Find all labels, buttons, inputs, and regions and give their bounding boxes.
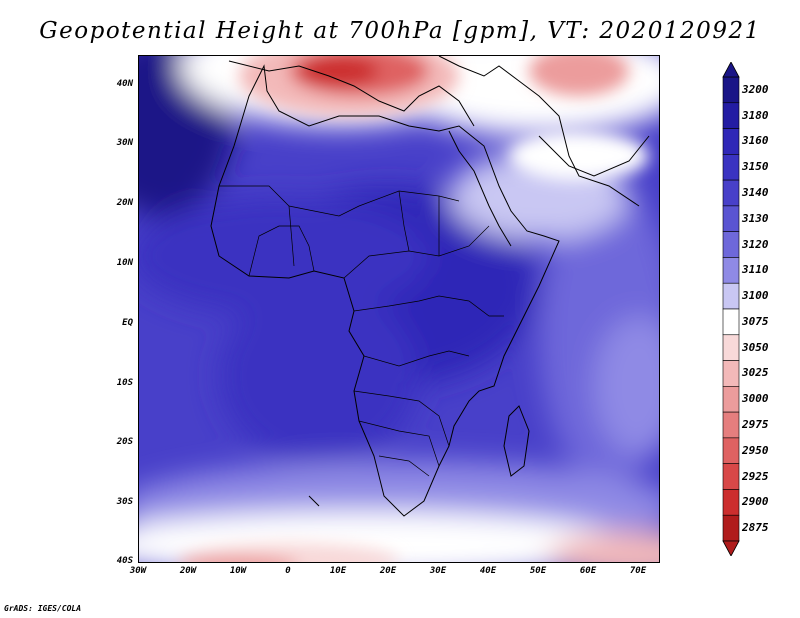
colorbar-top-triangle xyxy=(722,62,740,78)
colorbar-label-3160: 3160 xyxy=(742,134,769,148)
lat-tick-40n: 40N xyxy=(116,79,133,89)
lat-tick-40s: 40S xyxy=(116,556,133,566)
colorbar-label-3140: 3140 xyxy=(742,186,769,199)
colorbar-label-3075: 3075 xyxy=(742,314,769,328)
colorbar-box-3160 xyxy=(722,128,740,155)
lat-tick-30n: 30N xyxy=(116,138,133,148)
colorbar-label-3000: 3000 xyxy=(742,392,769,406)
colorbar-box-3075 xyxy=(722,308,740,336)
colorbar-box-3180 xyxy=(722,102,740,129)
colorbar-box-3120 xyxy=(722,231,740,258)
lon-tick-20e: 20E xyxy=(379,566,397,576)
colorbar-label-3180: 3180 xyxy=(742,108,769,122)
colorbar-label-3150: 3150 xyxy=(742,160,769,174)
colorbar-box-3130 xyxy=(722,205,740,232)
colorbar-box-3150 xyxy=(722,154,740,181)
lat-tick-20n: 20N xyxy=(116,198,133,208)
colorbar-box-3140 xyxy=(722,179,740,207)
colorbar-box-2875 xyxy=(722,514,740,542)
lon-tick-30e: 30E xyxy=(429,566,447,576)
colorbar-box-3100 xyxy=(722,282,740,310)
colorbar-box-3110 xyxy=(722,257,740,284)
colorbar-label-2950: 2950 xyxy=(742,443,769,457)
colorbar-box-3025 xyxy=(722,360,740,387)
lon-tick-20w: 20W xyxy=(179,566,197,576)
colorbar xyxy=(722,62,740,556)
lat-tick-30s: 30S xyxy=(116,497,133,507)
map-title: Geopotential Height at 700hPa [gpm], VT:… xyxy=(39,18,761,44)
lon-tick-30w: 30W xyxy=(129,566,147,576)
colorbar-label-3120: 3120 xyxy=(742,237,769,251)
height-field xyxy=(139,56,659,562)
colorbar-label-2925: 2925 xyxy=(742,469,769,483)
colorbar-label-3100: 3100 xyxy=(742,289,769,303)
colorbar-label-3200: 3200 xyxy=(742,82,769,96)
coastlines xyxy=(210,56,650,517)
colorbar-box-3200 xyxy=(722,76,740,104)
colorbar-label-3050: 3050 xyxy=(742,340,769,354)
lat-tick-10n: 10N xyxy=(116,258,133,268)
colorbar-label-3110: 3110 xyxy=(742,263,769,277)
lat-tick-eq: EQ xyxy=(122,318,133,328)
lon-tick-0: 0 xyxy=(285,566,291,576)
colorbar-label-3130: 3130 xyxy=(742,211,769,225)
colorbar-box-2975 xyxy=(722,411,740,439)
colorbar-box-2900 xyxy=(722,489,740,516)
colorbar-box-2950 xyxy=(722,437,740,464)
colorbar-boxes xyxy=(722,76,740,542)
colorbar-box-3000 xyxy=(722,386,740,413)
colorbar-label-2875: 2875 xyxy=(742,521,769,535)
grads-credit: GrADS: IGES/COLA xyxy=(4,604,82,613)
colorbar-box-3050 xyxy=(722,334,740,361)
lon-tick-70e: 70E xyxy=(629,566,647,576)
field-shading xyxy=(139,56,659,562)
map-plot-area xyxy=(138,55,660,563)
field-highs-lows xyxy=(179,56,649,562)
lon-tick-40e: 40E xyxy=(479,566,497,576)
lon-tick-50e: 50E xyxy=(529,566,547,576)
colorbar-bottom-triangle xyxy=(722,540,740,556)
lon-tick-60e: 60E xyxy=(579,566,597,576)
colorbar-label-3025: 3025 xyxy=(742,366,769,380)
colorbar-label-2975: 2975 xyxy=(742,418,769,431)
lat-tick-10s: 10S xyxy=(116,378,133,388)
lon-tick-10e: 10E xyxy=(329,566,347,576)
colorbar-box-2925 xyxy=(722,463,740,490)
lat-tick-20s: 20S xyxy=(116,437,133,447)
colorbar-label-2900: 2900 xyxy=(742,495,769,509)
lon-tick-10w: 10W xyxy=(229,566,247,576)
country-borders xyxy=(219,185,504,477)
